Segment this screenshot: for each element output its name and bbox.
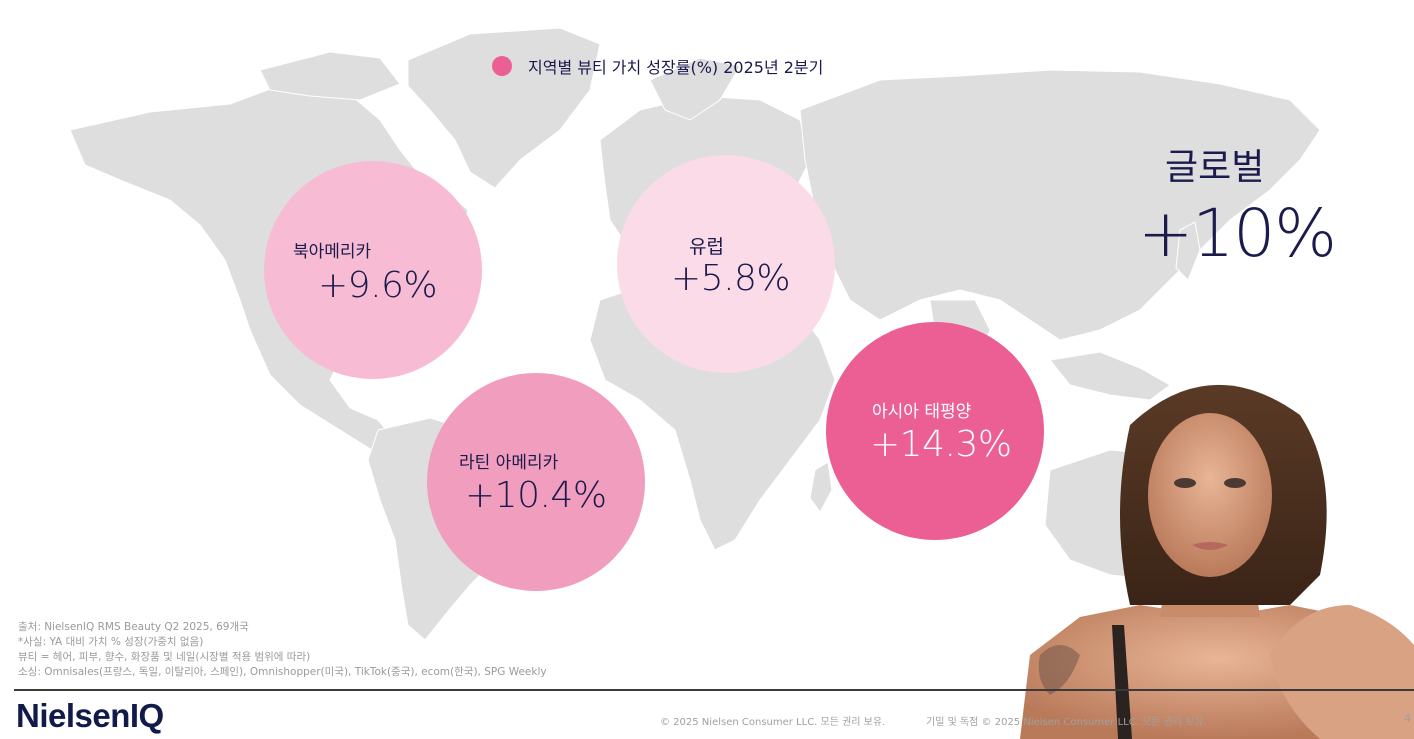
map-greenland bbox=[407, 27, 601, 189]
portrait-photo bbox=[1020, 384, 1414, 739]
map-southeast-asia bbox=[1049, 351, 1171, 401]
region-value: +14.3% bbox=[870, 424, 1012, 465]
region-name: 라틴 아메리카 bbox=[459, 453, 559, 473]
confidential-text: 기밀 및 독점 © 2025 Nielsen Consumer LLC. 모든 … bbox=[926, 717, 1207, 728]
region-value: +10.4% bbox=[465, 475, 607, 516]
global-value: +10% bbox=[1138, 195, 1337, 272]
map-arctic-islands bbox=[259, 51, 401, 101]
region-name: 유럽 bbox=[689, 236, 724, 258]
copyright-text: © 2025 Nielsen Consumer LLC. 모든 권리 보유. bbox=[660, 717, 886, 728]
region-name: 아시아 태평양 bbox=[872, 402, 972, 422]
footer-divider bbox=[14, 689, 1414, 691]
nielseniq-logo: NielsenIQ bbox=[16, 697, 164, 734]
legend-label: 지역별 뷰티 가치 성장률(%) 2025년 2분기 bbox=[528, 58, 824, 77]
note-line: 뷰티 = 헤어, 피부, 향수, 화장품 및 네일(시장별 적용 범위에 따라) bbox=[18, 651, 311, 663]
bubble-north-america: 북아메리카 +9.6% bbox=[264, 161, 482, 379]
legend: 지역별 뷰티 가치 성장률(%) 2025년 2분기 bbox=[492, 54, 823, 78]
source-notes: 출처: NielsenIQ RMS Beauty Q2 2025, 69개국 *… bbox=[18, 620, 547, 680]
note-line: *사실: YA 대비 가치 % 성장(가중치 없음) bbox=[18, 636, 204, 648]
note-line: 소싱: Omnisales(프랑스, 독일, 이탈리아, 스페인), Omnis… bbox=[18, 666, 547, 678]
map-asia bbox=[799, 69, 1321, 341]
legend-dot bbox=[492, 56, 512, 76]
global-label: 글로벌 bbox=[1165, 147, 1265, 188]
region-value: +5.8% bbox=[671, 258, 791, 299]
map-japan bbox=[1175, 221, 1201, 281]
bubble-europe: 유럽 +5.8% bbox=[617, 155, 835, 373]
map-madagascar bbox=[809, 461, 833, 513]
region-value: +9.6% bbox=[318, 265, 438, 306]
bubble-latin-america: 라틴 아메리카 +10.4% bbox=[427, 373, 645, 591]
map-scandinavia bbox=[649, 57, 741, 121]
page-number: 4 bbox=[1404, 712, 1411, 725]
note-line: 출처: NielsenIQ RMS Beauty Q2 2025, 69개국 bbox=[18, 621, 249, 633]
region-name: 북아메리카 bbox=[293, 242, 372, 262]
bubble-asia-pacific: 아시아 태평양 +14.3% bbox=[826, 322, 1044, 540]
